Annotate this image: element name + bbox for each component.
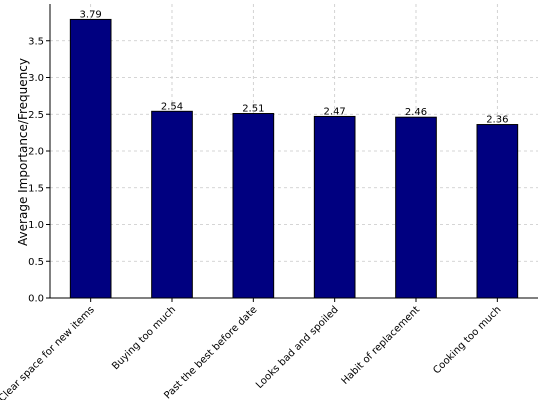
data-labels: 3.79 2.54 2.51 2.47 2.46 2.36 (80, 9, 509, 125)
y-tick-label: 0.5 (28, 257, 44, 268)
x-tick-label: Buying too much (110, 304, 178, 372)
y-tick-label: 1.5 (28, 183, 44, 194)
data-label: 2.54 (161, 101, 183, 112)
x-tick-label: Past the best before date (162, 304, 259, 400)
y-tick-label: 3.5 (28, 36, 44, 47)
bar (151, 110, 193, 299)
x-tick-label: Clear space for new items (0, 304, 97, 400)
x-tick-label: Cooking too much (431, 304, 503, 376)
x-tick-label: Looks bad and spoiled (254, 304, 341, 391)
y-tick-labels: 0.0 0.5 1.0 1.5 2.0 2.5 3.0 3.5 (28, 36, 44, 304)
bar (395, 116, 437, 299)
data-label: 2.36 (486, 115, 508, 126)
bar (69, 18, 112, 299)
y-tick-label: 3.0 (28, 73, 44, 84)
grid-layer (50, 4, 538, 299)
axes-layer (46, 4, 538, 302)
data-label: 3.79 (80, 9, 102, 20)
bar (232, 113, 275, 299)
x-tick-labels: Clear space for new items Buying too much… (0, 304, 503, 400)
data-label: 2.47 (324, 106, 346, 117)
bar (313, 115, 356, 299)
y-tick-label: 1.0 (28, 220, 44, 231)
data-label: 2.46 (405, 107, 427, 118)
y-tick-label: 0.0 (28, 294, 44, 305)
x-tick-label: Habit of replacement (340, 304, 423, 387)
y-tick-label: 2.5 (28, 110, 44, 121)
data-label: 2.51 (242, 104, 264, 115)
bar (476, 124, 519, 299)
y-axis-title: Average Importance/Frequency (16, 58, 30, 246)
y-tick-label: 2.0 (28, 147, 44, 158)
bar-layer (69, 18, 519, 299)
